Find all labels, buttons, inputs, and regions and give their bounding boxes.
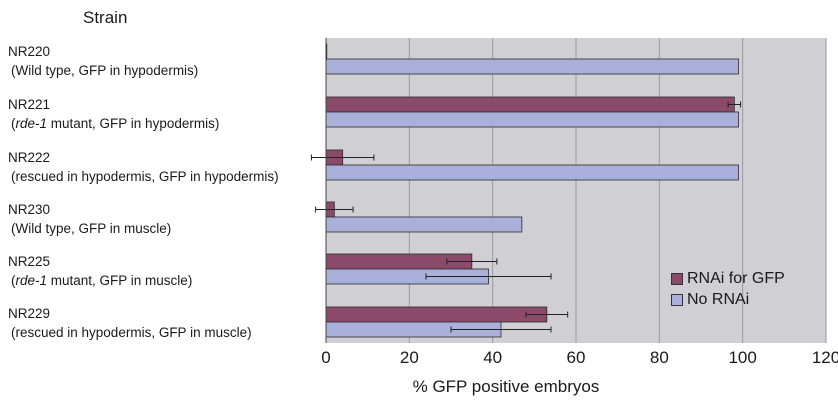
x-tick-label: 0 — [321, 348, 331, 367]
strain-label-nr230: NR230 (Wild type, GFP in muscle) — [8, 200, 171, 238]
bar-no-rnai-nr220 — [325, 58, 739, 75]
strain-label-nr229: NR229 (rescued in hypodermis, GFP in musc… — [8, 304, 252, 342]
legend-swatch-no-rnai — [671, 293, 683, 306]
legend-item-no-rnai: No RNAi — [671, 289, 785, 310]
strain-name: NR222 — [8, 150, 51, 165]
strain-heading: Strain — [83, 8, 128, 27]
strain-description: (rescued in hypodermis, GFP in hypodermi… — [11, 169, 279, 184]
x-tick-label: 20 — [399, 348, 419, 367]
x-tick-label: 120 — [811, 348, 838, 367]
x-axis-title: % GFP positive embryos — [412, 377, 600, 396]
strain-description: (Wild type, GFP in muscle) — [11, 221, 172, 236]
legend: RNAi for GFP No RNAi — [671, 268, 785, 310]
strain-name: NR221 — [8, 97, 51, 112]
strain-description: (rde-1 mutant, GFP in hypodermis) — [11, 116, 220, 131]
legend-swatch-rnai — [671, 272, 683, 285]
strain-name: NR230 — [8, 202, 51, 217]
x-tick-label: 100 — [728, 348, 757, 367]
bar-no-rnai-nr230 — [325, 216, 523, 233]
strain-description: (rde-1 mutant, GFP in muscle) — [11, 273, 193, 288]
x-tick-label: 60 — [566, 348, 586, 367]
x-tick-label: 80 — [649, 348, 669, 367]
strain-label-nr221: NR221 (rde-1 mutant, GFP in hypodermis) — [8, 95, 219, 133]
bar-no-rnai-nr221 — [325, 111, 739, 128]
strain-name: NR220 — [8, 44, 51, 59]
legend-item-rnai: RNAi for GFP — [671, 268, 785, 289]
strain-label-nr225: NR225 (rde-1 mutant, GFP in muscle) — [8, 252, 192, 290]
strain-label-nr220: NR220 (Wild type, GFP in hypodermis) — [8, 42, 198, 80]
strain-description: (rescued in hypodermis, GFP in muscle) — [11, 325, 252, 340]
strain-name: NR229 — [8, 306, 51, 321]
x-tick-label: 40 — [483, 348, 503, 367]
bar-no-rnai-nr222 — [325, 164, 739, 181]
legend-label-no-rnai: No RNAi — [687, 290, 750, 308]
strain-name: NR225 — [8, 254, 51, 269]
strain-description: (Wild type, GFP in hypodermis) — [11, 63, 199, 78]
bar-rnai-nr229 — [325, 306, 548, 323]
bar-rnai-nr221 — [325, 96, 735, 113]
strain-label-nr222: NR222 (rescued in hypodermis, GFP in hypo… — [8, 148, 279, 186]
legend-label-rnai: RNAi for GFP — [687, 269, 785, 287]
